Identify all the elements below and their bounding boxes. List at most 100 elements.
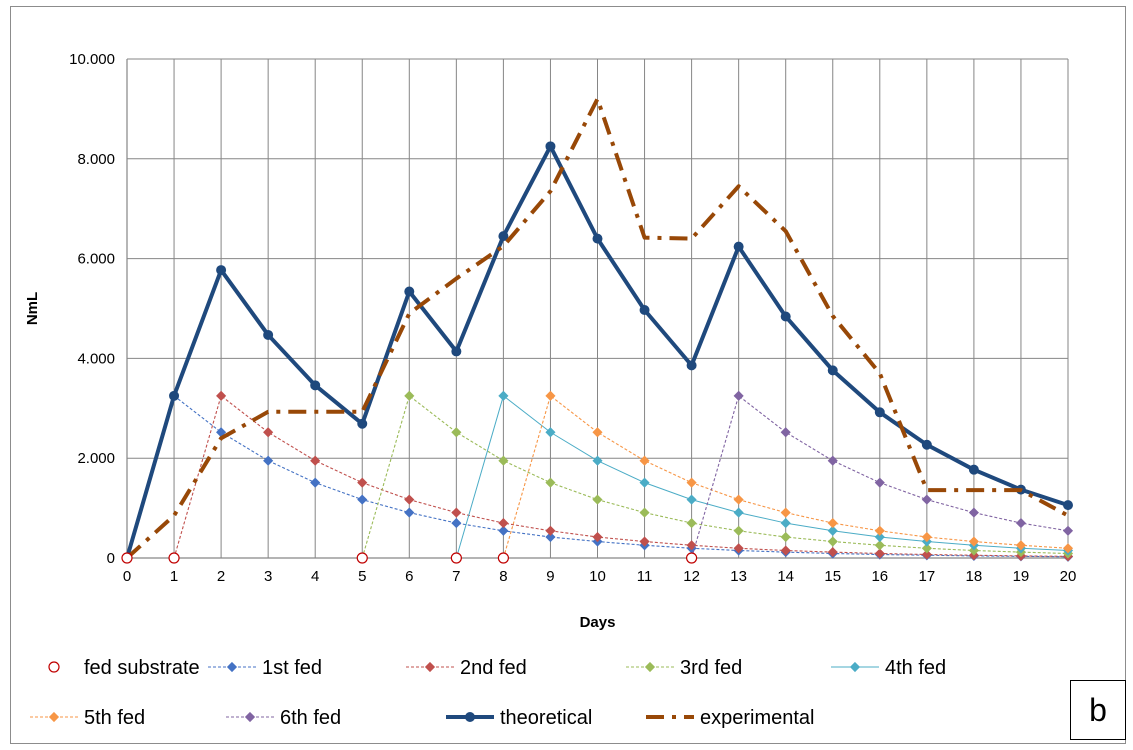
legend-item-3rd-fed: 3rd fed — [626, 657, 742, 679]
5th-fed-point — [639, 455, 650, 466]
2nd-fed-point — [592, 531, 603, 543]
2nd-fed-point — [545, 525, 556, 536]
2nd-fed-point — [498, 518, 509, 529]
1st-fed-point — [451, 518, 462, 529]
theoretical-point — [733, 241, 744, 252]
5th-fed-point — [686, 477, 697, 488]
5th-fed-point — [827, 518, 838, 529]
1st-fed-point — [545, 531, 556, 543]
theoretical-point — [263, 329, 274, 340]
3rd-fed-point — [733, 525, 744, 536]
4th-fed-point — [874, 531, 885, 543]
legend-label: theoretical — [500, 707, 592, 729]
theoretical-point — [827, 365, 838, 376]
x-tick-label: 15 — [824, 568, 841, 585]
5th-fed-point — [1015, 540, 1027, 551]
x-tick-label: 18 — [966, 568, 983, 585]
3rd-fed-point — [592, 494, 603, 505]
x-tick-label: 16 — [871, 568, 888, 585]
x-axis-label: Days — [580, 614, 616, 631]
legend-item-2nd-fed: 2nd fed — [406, 657, 527, 679]
fed-substrate-point — [356, 552, 368, 564]
theoretical-point — [169, 390, 180, 401]
4th-fed-point — [498, 390, 509, 401]
theoretical-point — [357, 418, 368, 429]
tick-labels: 0 1 2 3 4 5 6 7 8 9 10 11 12 13 14 15 16 17 18 19 2002.0004.… — [69, 51, 1076, 585]
theoretical-point — [921, 439, 932, 450]
legend-label: 5th fed — [84, 707, 145, 729]
2nd-fed-point — [216, 390, 227, 401]
x-tick-label: 7 — [452, 568, 460, 585]
legend: fed substrate 1st fed 2nd fed 3rd fed 4th fe… — [30, 657, 946, 729]
theoretical-point — [639, 304, 650, 315]
x-tick-label: 19 — [1013, 568, 1030, 585]
theoretical-point — [780, 311, 791, 322]
4th-fed-point — [780, 518, 791, 529]
x-tick-label: 8 — [499, 568, 507, 585]
2nd-fed-point — [733, 543, 744, 554]
x-tick-label: 2 — [217, 568, 225, 585]
x-tick-label: 12 — [683, 568, 700, 585]
y-axis-label: NmL — [24, 292, 41, 325]
series-5th-fed — [498, 390, 1074, 564]
theoretical-point — [686, 360, 697, 371]
legend-label: 4th fed — [885, 657, 946, 679]
3rd-fed-point — [874, 540, 885, 551]
2nd-fed-point — [780, 545, 791, 556]
1st-fed-point — [263, 455, 274, 466]
6th-fed-point — [733, 390, 744, 401]
3rd-fed-point — [921, 543, 932, 554]
6th-fed-point — [827, 455, 838, 466]
2nd-fed-point — [686, 540, 697, 551]
y-tick-label: 10.000 — [69, 51, 115, 68]
series-fed-substrate — [121, 552, 698, 564]
fed-substrate-point — [450, 552, 462, 564]
y-tick-label: 8.000 — [77, 151, 115, 168]
series-line-1st-fed — [173, 395, 1069, 558]
theoretical-point — [498, 231, 509, 242]
6th-fed-point — [874, 477, 885, 488]
x-tick-label: 9 — [546, 568, 554, 585]
series-layer — [121, 96, 1074, 564]
series-3rd-fed — [357, 390, 1074, 564]
4th-fed-point — [545, 427, 556, 438]
x-tick-label: 10 — [589, 568, 606, 585]
gridlines — [126, 58, 1069, 559]
legend-item-theoretical: theoretical — [446, 707, 592, 729]
x-tick-label: 6 — [405, 568, 413, 585]
5th-fed-point — [874, 525, 885, 536]
legend-3rd-fed-point — [644, 661, 656, 673]
3rd-fed-point — [545, 477, 556, 488]
1st-fed-point — [498, 525, 509, 536]
series-line-4th-fed — [455, 395, 1069, 559]
fed-substrate-point — [168, 552, 180, 564]
1st-fed-point — [357, 494, 368, 505]
2nd-fed-point — [451, 507, 462, 518]
x-tick-label: 5 — [358, 568, 366, 585]
theoretical-point — [451, 346, 462, 357]
2nd-fed-point — [404, 494, 415, 505]
series-line-2nd-fed — [173, 395, 1069, 559]
6th-fed-point — [921, 494, 932, 505]
5th-fed-point — [921, 531, 932, 543]
legend-fed-substrate-point — [48, 661, 60, 673]
5th-fed-point — [1062, 543, 1074, 554]
4th-fed-point — [733, 507, 744, 518]
x-tick-label: 13 — [730, 568, 747, 585]
5th-fed-point — [733, 494, 744, 505]
legend-2nd-fed-point — [424, 661, 436, 673]
6th-fed-point — [1015, 518, 1027, 529]
theoretical-point — [404, 286, 415, 297]
legend-item-fed-substrate: fed substrate — [48, 657, 200, 679]
series-4th-fed — [451, 390, 1074, 564]
theoretical-point — [874, 407, 885, 418]
fed-substrate-point — [121, 552, 133, 564]
theoretical-point — [592, 233, 603, 244]
legend-label: 3rd fed — [680, 657, 742, 679]
5th-fed-point — [968, 536, 979, 547]
theoretical-point — [1063, 500, 1073, 511]
legend-label: 2nd fed — [460, 657, 527, 679]
3rd-fed-point — [827, 536, 838, 547]
theoretical-point — [216, 265, 227, 276]
